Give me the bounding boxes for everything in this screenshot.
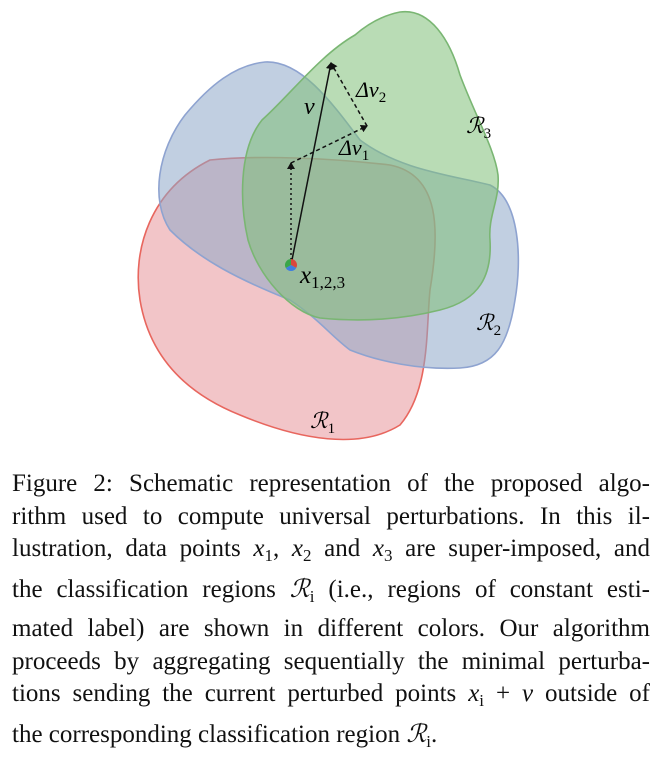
caption-line: the corresponding classification region … bbox=[12, 718, 650, 758]
caption-line: tions sending the current perturbed poin… bbox=[12, 678, 650, 718]
region-3 bbox=[243, 12, 499, 320]
caption-line: proceeds by aggregating sequentially the… bbox=[12, 646, 650, 679]
data-point bbox=[285, 259, 297, 271]
caption-line: mated label) are shown in different colo… bbox=[12, 613, 650, 646]
caption-line: rithm used to compute universal perturba… bbox=[12, 501, 650, 534]
region-3-label: ℛ3 bbox=[466, 113, 491, 142]
figure-caption: Figure 2: Schematic representation of th… bbox=[12, 468, 650, 758]
caption-line: Figure 2: Schematic representation of th… bbox=[12, 468, 650, 501]
v-label: v bbox=[304, 94, 315, 120]
diagram: x1,2,3 v Δv1 Δv2 ℛ3 ℛ2 ℛ1 bbox=[0, 0, 657, 460]
caption-line: lustration, data points x1, x2 and x3 ar… bbox=[12, 533, 650, 573]
caption-line: the classification regions ℛi (i.e., reg… bbox=[12, 573, 650, 614]
